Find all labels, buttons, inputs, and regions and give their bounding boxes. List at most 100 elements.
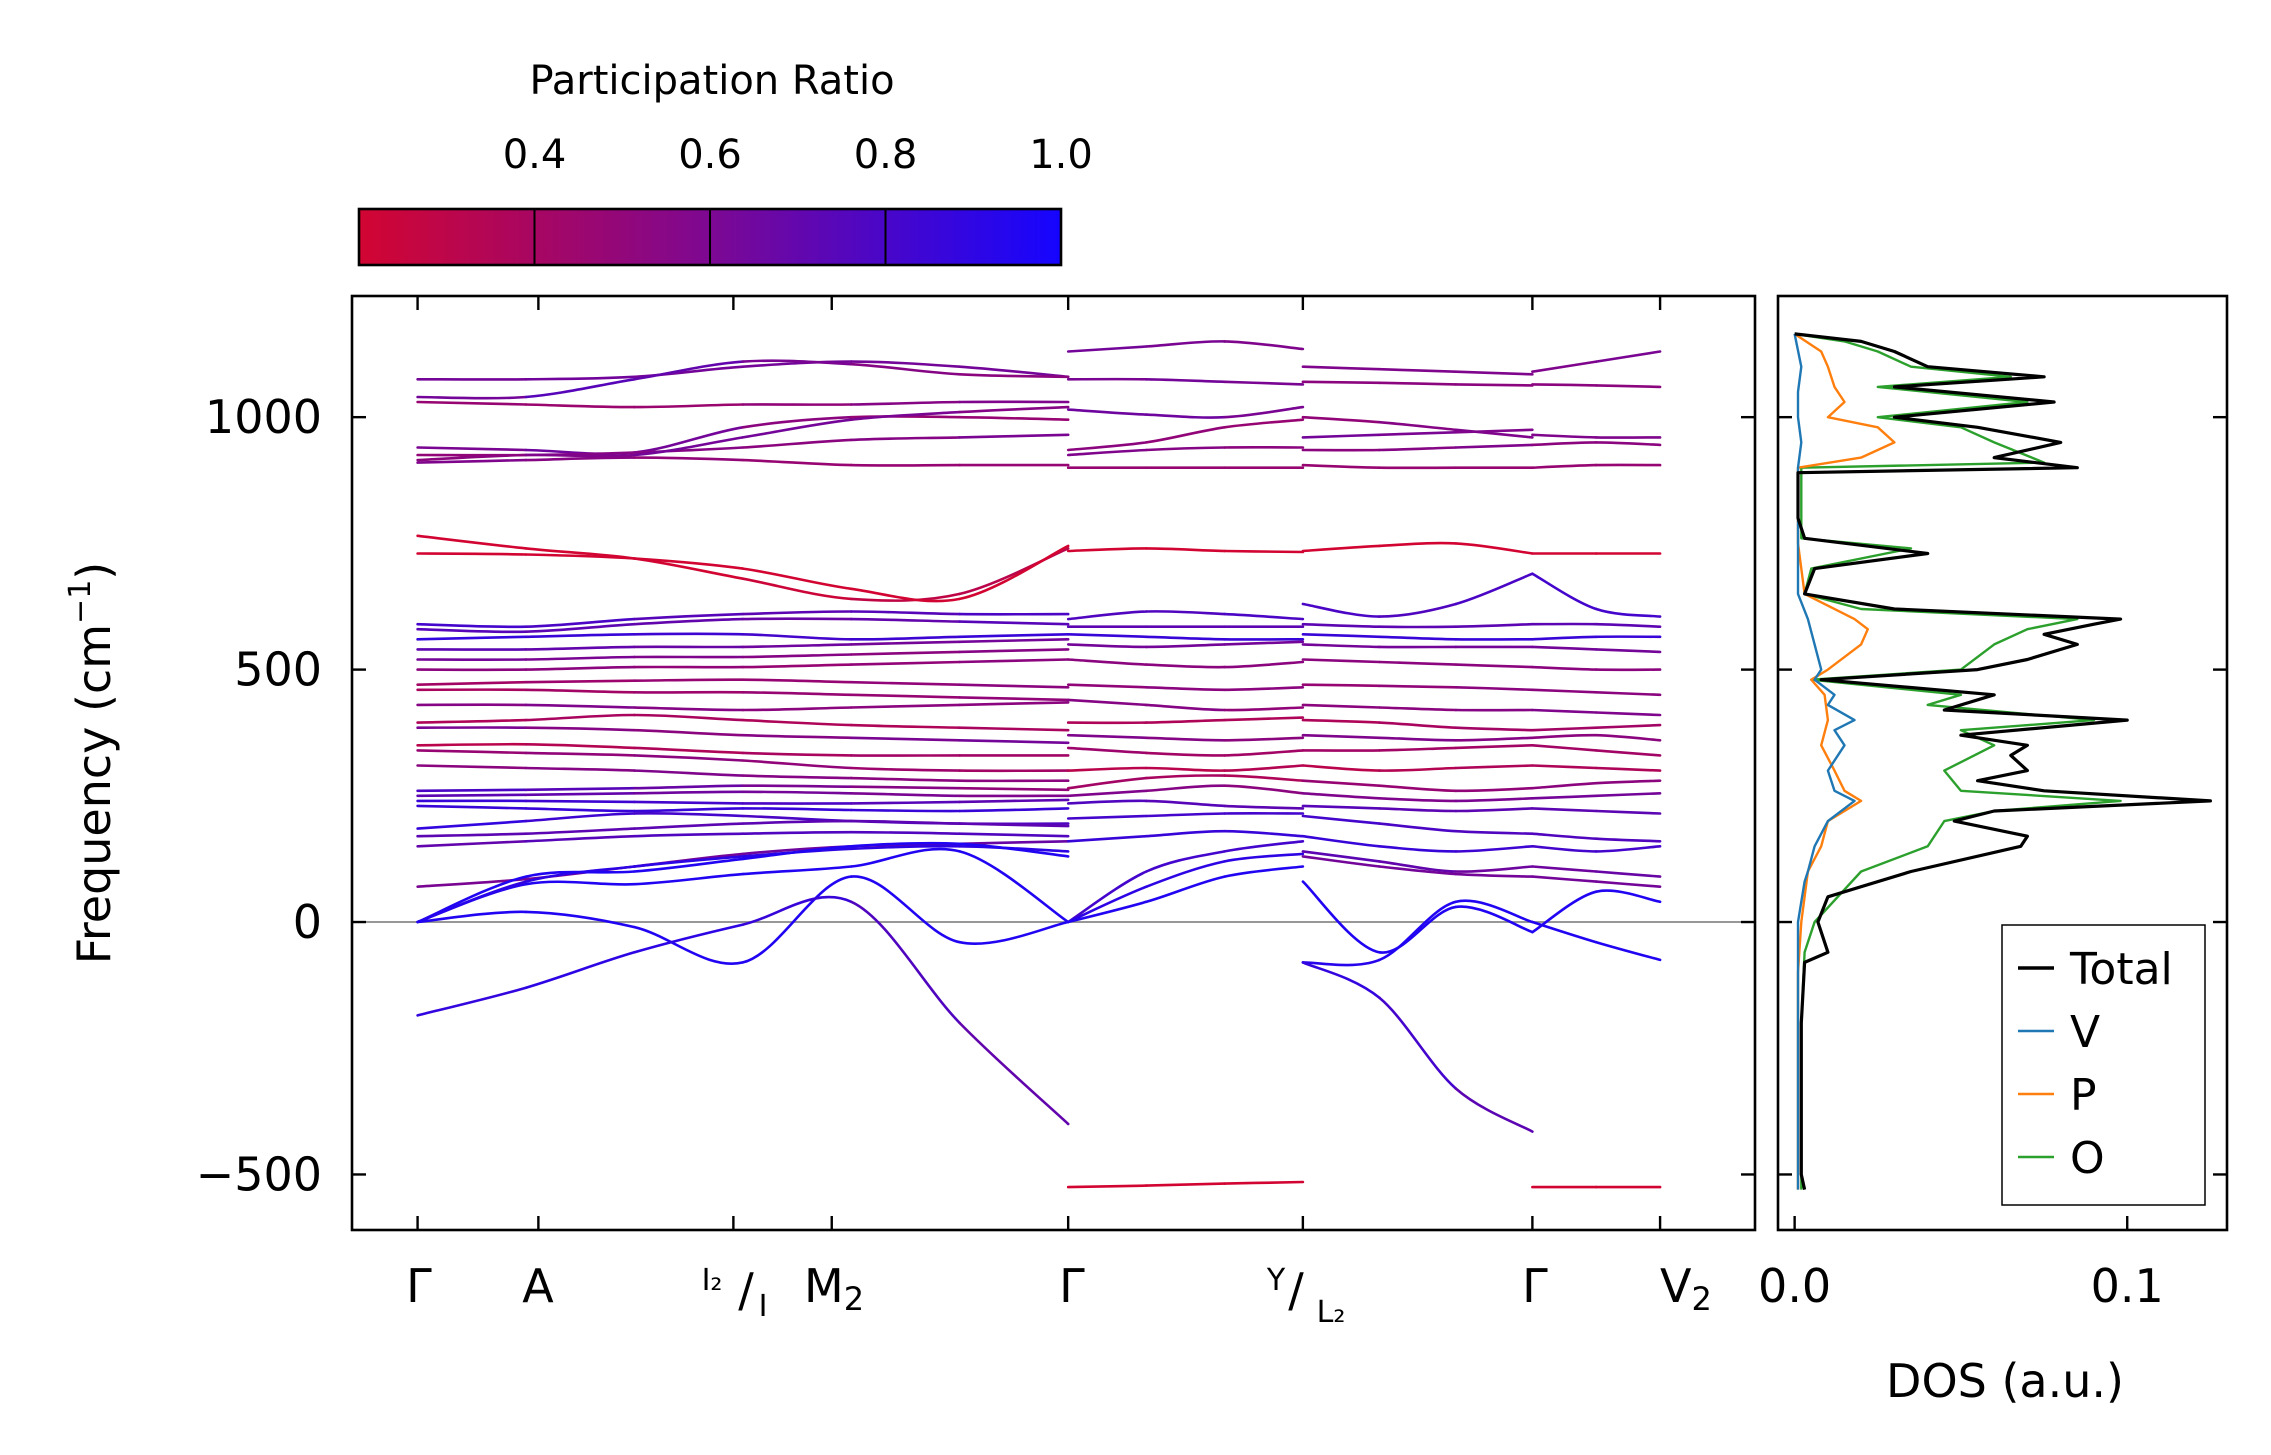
band-2-23-part-0 bbox=[1301, 850, 1381, 863]
dos-frame bbox=[1776, 294, 2229, 1232]
band-2-4-part-2 bbox=[1454, 443, 1534, 449]
k-label-l2-slash: / bbox=[1288, 1263, 1304, 1317]
band-2-19-part-2 bbox=[1454, 797, 1534, 803]
band-2-18-part-1 bbox=[1378, 784, 1458, 793]
band-1-20-part-1 bbox=[1145, 799, 1226, 808]
band-0-28-part-2 bbox=[633, 822, 745, 830]
dos-curve-v bbox=[1793, 333, 1856, 1190]
band-1-17-part-1 bbox=[1145, 766, 1226, 772]
band-0-25-part-1 bbox=[524, 799, 636, 804]
band-0-15-part-5 bbox=[958, 683, 1070, 689]
band-0-26-part-4 bbox=[850, 808, 961, 813]
dispersion-panel: −500 0 500 1000 Frequency (cm−1) Γ A I₂ / I… bbox=[63, 294, 1757, 1330]
band-1-2-part-2 bbox=[1223, 405, 1305, 419]
band-0-29-part-2 bbox=[633, 832, 745, 838]
legend-label-p: P bbox=[2070, 1070, 2097, 1121]
band-0-4-part-5 bbox=[958, 433, 1070, 439]
band-2-15-part-0 bbox=[1301, 733, 1381, 740]
band-1-15-part-0 bbox=[1066, 733, 1148, 740]
band-1-15-part-2 bbox=[1223, 736, 1305, 742]
band-0-14-part-4 bbox=[850, 660, 961, 666]
y-axis-label: Frequency (cm−1) bbox=[63, 562, 121, 965]
band-0-26-part-2 bbox=[633, 807, 745, 813]
band-0-12-part-4 bbox=[850, 640, 961, 646]
band-0-0-part-3 bbox=[741, 360, 853, 368]
band-0-10-part-0 bbox=[416, 627, 528, 634]
band-0-2-part-4 bbox=[850, 400, 961, 406]
band-3-17-part-0 bbox=[1531, 781, 1598, 790]
band-0-28-part-4 bbox=[850, 819, 961, 825]
band-2-3-part-0 bbox=[1301, 433, 1381, 439]
band-0-1-part-1 bbox=[524, 378, 636, 399]
band-0-5-part-3 bbox=[741, 418, 853, 439]
band-0-32-part-5 bbox=[958, 842, 1070, 858]
band-1-10-part-1 bbox=[1145, 643, 1226, 649]
band-0-9-part-0 bbox=[416, 622, 528, 629]
band-2-27-part-0 bbox=[1301, 961, 1381, 1000]
band-3-21-part-0 bbox=[1531, 845, 1598, 853]
band-1-25-part-2 bbox=[1223, 865, 1305, 878]
band-3-9-part-0 bbox=[1531, 645, 1598, 651]
y-tick-labels: −500 0 500 1000 bbox=[196, 390, 322, 1201]
band-2-25-part-0 bbox=[1301, 880, 1381, 954]
band-2-11-part-0 bbox=[1301, 658, 1381, 664]
band-0-10-part-5 bbox=[958, 620, 1070, 626]
band-0-17-part-3 bbox=[741, 706, 853, 712]
band-3-19-part-0 bbox=[1531, 807, 1598, 813]
band-0-4-part-4 bbox=[850, 436, 961, 442]
phonon-bands bbox=[416, 340, 1662, 1189]
band-2-7-part-0 bbox=[1301, 602, 1381, 618]
band-0-24-part-3 bbox=[741, 790, 853, 795]
band-2-22-part-2 bbox=[1454, 845, 1534, 853]
band-0-11-part-2 bbox=[633, 632, 745, 636]
band-3-18-part-0 bbox=[1531, 794, 1598, 800]
main-axis-ticks bbox=[352, 296, 1755, 1230]
band-3-3-part-0 bbox=[1531, 441, 1598, 447]
band-0-5-part-5 bbox=[958, 405, 1070, 414]
colorbar-tick-label-0: 0.4 bbox=[503, 132, 567, 178]
dos-curve-o bbox=[1794, 332, 2122, 1190]
band-1-20-part-2 bbox=[1223, 804, 1305, 810]
band-0-2-part-1 bbox=[524, 403, 636, 409]
band-3-0-part-1 bbox=[1594, 350, 1662, 363]
band-0-4-part-3 bbox=[741, 438, 853, 449]
band-1-3-part-0 bbox=[1066, 441, 1148, 452]
band-0-3-part-5 bbox=[958, 415, 1070, 421]
band-2-1-part-1 bbox=[1378, 381, 1458, 386]
band-1-11-part-0 bbox=[1066, 658, 1148, 666]
band-0-5-part-1 bbox=[524, 453, 636, 458]
dos-curve-total bbox=[1794, 332, 2212, 1190]
band-3-24-part-1 bbox=[1594, 889, 1662, 904]
band-0-24-part-0 bbox=[416, 793, 528, 798]
dos-x-axis-label: DOS (a.u.) bbox=[1886, 1354, 2124, 1408]
band-0-22-part-4 bbox=[850, 776, 961, 782]
band-1-0-part-0 bbox=[1066, 345, 1148, 353]
band-0-0-part-1 bbox=[524, 375, 636, 381]
band-0-34-part-0 bbox=[416, 910, 528, 924]
band-2-14-part-0 bbox=[1301, 718, 1381, 724]
band-3-12-part-0 bbox=[1531, 708, 1598, 714]
band-0-1-part-2 bbox=[633, 360, 745, 381]
band-0-32-part-2 bbox=[633, 857, 745, 873]
band-1-12-part-0 bbox=[1066, 683, 1148, 689]
band-0-13-part-4 bbox=[850, 650, 961, 656]
y-tick-label-0: −500 bbox=[196, 1147, 322, 1201]
band-2-27-part-2 bbox=[1454, 1087, 1534, 1133]
band-0-18-part-2 bbox=[633, 713, 745, 722]
band-2-4-part-1 bbox=[1378, 446, 1458, 452]
k-label-m2: M2 bbox=[804, 1259, 864, 1318]
legend-label-total: Total bbox=[2069, 944, 2173, 995]
band-0-2-part-2 bbox=[633, 403, 745, 409]
band-3-22-part-0 bbox=[1531, 865, 1598, 873]
band-0-32-part-3 bbox=[741, 845, 853, 861]
band-2-20-part-2 bbox=[1454, 807, 1534, 813]
band-3-25-part-1 bbox=[1594, 940, 1662, 962]
band-0-8-part-5 bbox=[958, 544, 1070, 601]
band-2-14-part-2 bbox=[1454, 726, 1534, 732]
band-0-28-part-5 bbox=[958, 822, 1070, 828]
band-0-23-part-1 bbox=[524, 786, 636, 792]
band-1-21-part-0 bbox=[1066, 814, 1148, 820]
band-0-3-part-0 bbox=[416, 446, 528, 452]
band-0-23-part-2 bbox=[633, 784, 745, 790]
